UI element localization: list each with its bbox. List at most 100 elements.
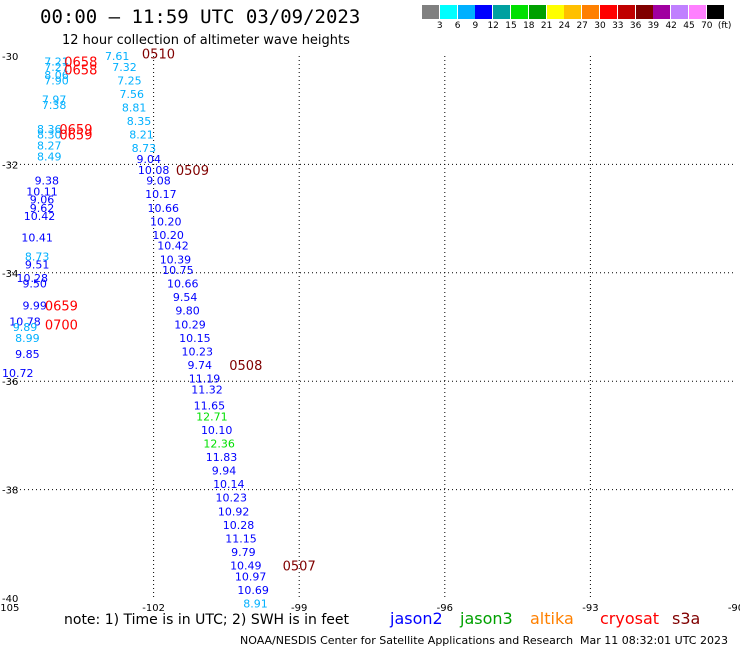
wave-height-point: 11.32 <box>191 383 223 396</box>
wave-height-point: 11.83 <box>206 451 238 464</box>
wave-height-point: 10.23 <box>216 492 248 505</box>
wave-height-point: 8.73 <box>25 251 50 264</box>
pass-time-label: 0658 <box>64 55 97 70</box>
footer-credit: NOAA/NESDIS Center for Satellite Applica… <box>240 634 574 647</box>
legend-swatch <box>493 5 511 19</box>
y-tick-label: -32 <box>2 160 18 171</box>
footer-timestamp: Mar 11 08:32:01 UTC 2023 <box>580 634 728 647</box>
x-tick-label: -99 <box>291 603 307 614</box>
legend-swatch <box>475 5 493 19</box>
wave-height-point: 9.74 <box>187 359 212 372</box>
wave-height-point: 9.04 <box>136 153 161 166</box>
satellite-s3a-label: s3a <box>672 609 701 628</box>
wave-height-point: 10.97 <box>235 570 267 583</box>
chart-note: note: 1) Time is in UTC; 2) SWH is in fe… <box>64 612 350 628</box>
legend-swatch <box>617 5 635 19</box>
legend-swatch <box>546 5 564 19</box>
wave-height-point: 10.41 <box>21 232 53 245</box>
legend-label: 15 <box>505 21 517 31</box>
x-tick-label: -102 <box>142 603 165 614</box>
legend-label: 36 <box>629 21 642 31</box>
wave-height-point: 12.71 <box>196 410 228 423</box>
wave-height-point: 12.36 <box>203 438 235 451</box>
legend-swatch <box>422 5 439 19</box>
wave-height-point: 9.38 <box>35 175 60 188</box>
wave-height-point: 10.23 <box>182 345 214 358</box>
wave-height-point: 7.97 <box>42 93 67 106</box>
wave-height-point: 9.99 <box>22 299 47 312</box>
legend-swatch <box>511 5 528 19</box>
legend-label: (ft) <box>717 21 732 31</box>
wave-height-point: 8.21 <box>129 129 154 142</box>
wave-height-point: 10.39 <box>160 253 192 266</box>
legend-label: 18 <box>523 21 535 31</box>
pass-time-label: 0507 <box>283 559 316 574</box>
wave-height-point: 7.21 <box>44 55 69 68</box>
wave-height-point: 11.19 <box>189 372 221 385</box>
chart-title: 00:00 – 11:59 UTC 03/09/2023 <box>40 6 361 28</box>
wave-height-point: 7.32 <box>112 61 137 74</box>
legend-swatch <box>706 5 724 19</box>
wave-height-point: 9.08 <box>146 175 171 188</box>
wave-height-point: 7.25 <box>117 74 142 87</box>
legend-swatch <box>582 5 600 19</box>
wave-height-point: 10.42 <box>24 210 56 223</box>
legend-label: 42 <box>665 21 677 31</box>
y-tick-label: -38 <box>2 486 18 497</box>
pass-time-label: 0659 <box>59 123 92 138</box>
wave-height-point: 9.51 <box>25 259 50 272</box>
wave-height-point: 9.50 <box>22 278 47 291</box>
wave-height-point: 8.99 <box>15 332 40 345</box>
y-tick-label: -34 <box>2 269 18 280</box>
legend-swatch <box>671 5 689 19</box>
y-tick-label: -36 <box>2 377 18 388</box>
wave-height-point: 10.69 <box>237 584 269 597</box>
legend-label: 24 <box>558 21 571 31</box>
wave-height-point: 9.94 <box>212 465 237 478</box>
wave-height-point: 8.36 <box>37 123 62 136</box>
wave-height-point: 10.10 <box>201 424 233 437</box>
wave-height-point: 8.06 <box>44 69 69 82</box>
legend-swatch <box>635 5 653 19</box>
legend-swatch <box>457 5 475 19</box>
wave-height-point: 10.15 <box>179 332 211 345</box>
x-tick-label: -90 <box>728 603 740 614</box>
pass-time-label: 0509 <box>176 164 209 179</box>
y-tick-label: -30 <box>2 52 18 63</box>
legend-label: 45 <box>683 21 695 31</box>
wave-height-point: 10.78 <box>9 316 41 329</box>
wave-height-point: 10.17 <box>145 188 177 201</box>
wave-height-point: 10.66 <box>167 278 199 291</box>
wave-height-point: 7.27 <box>44 61 69 74</box>
wave-height-point: 8.73 <box>132 142 157 155</box>
legend-swatch <box>528 5 546 19</box>
wave-height-point: 10.28 <box>17 272 49 285</box>
wave-height-point: 8.81 <box>122 101 147 114</box>
satellite-jason2-label: jason2 <box>390 609 443 628</box>
wave-height-point: 7.90 <box>44 74 69 87</box>
wave-height-point: 10.28 <box>223 519 255 532</box>
legend-label: 6 <box>454 21 461 31</box>
wave-height-point: 11.65 <box>194 400 226 413</box>
x-tick-label: -96 <box>437 603 453 614</box>
legend-swatch <box>600 5 617 19</box>
chart-subtitle: 12 hour collection of altimeter wave hei… <box>62 33 350 48</box>
wave-height-point: 10.20 <box>152 229 184 242</box>
wave-height-point: 10.42 <box>157 240 189 253</box>
wave-height-point: 8.91 <box>243 597 268 610</box>
pass-time-label: 0658 <box>64 64 97 79</box>
legend-label: 70 <box>701 21 713 31</box>
wave-height-point: 7.38 <box>42 99 67 112</box>
legend-swatch <box>439 5 457 19</box>
legend-label: 30 <box>594 21 606 31</box>
wave-height-point: 10.20 <box>150 215 182 228</box>
pass-time-label: 0659 <box>59 129 92 144</box>
pass-time-label: 0700 <box>45 318 78 333</box>
wave-height-point: 9.85 <box>15 348 40 361</box>
legend-swatch <box>564 5 582 19</box>
wave-height-point: 9.79 <box>231 546 256 559</box>
legend-label: 21 <box>540 21 553 31</box>
wave-height-point: 10.49 <box>230 559 262 572</box>
wave-height-point: 10.75 <box>162 264 194 277</box>
